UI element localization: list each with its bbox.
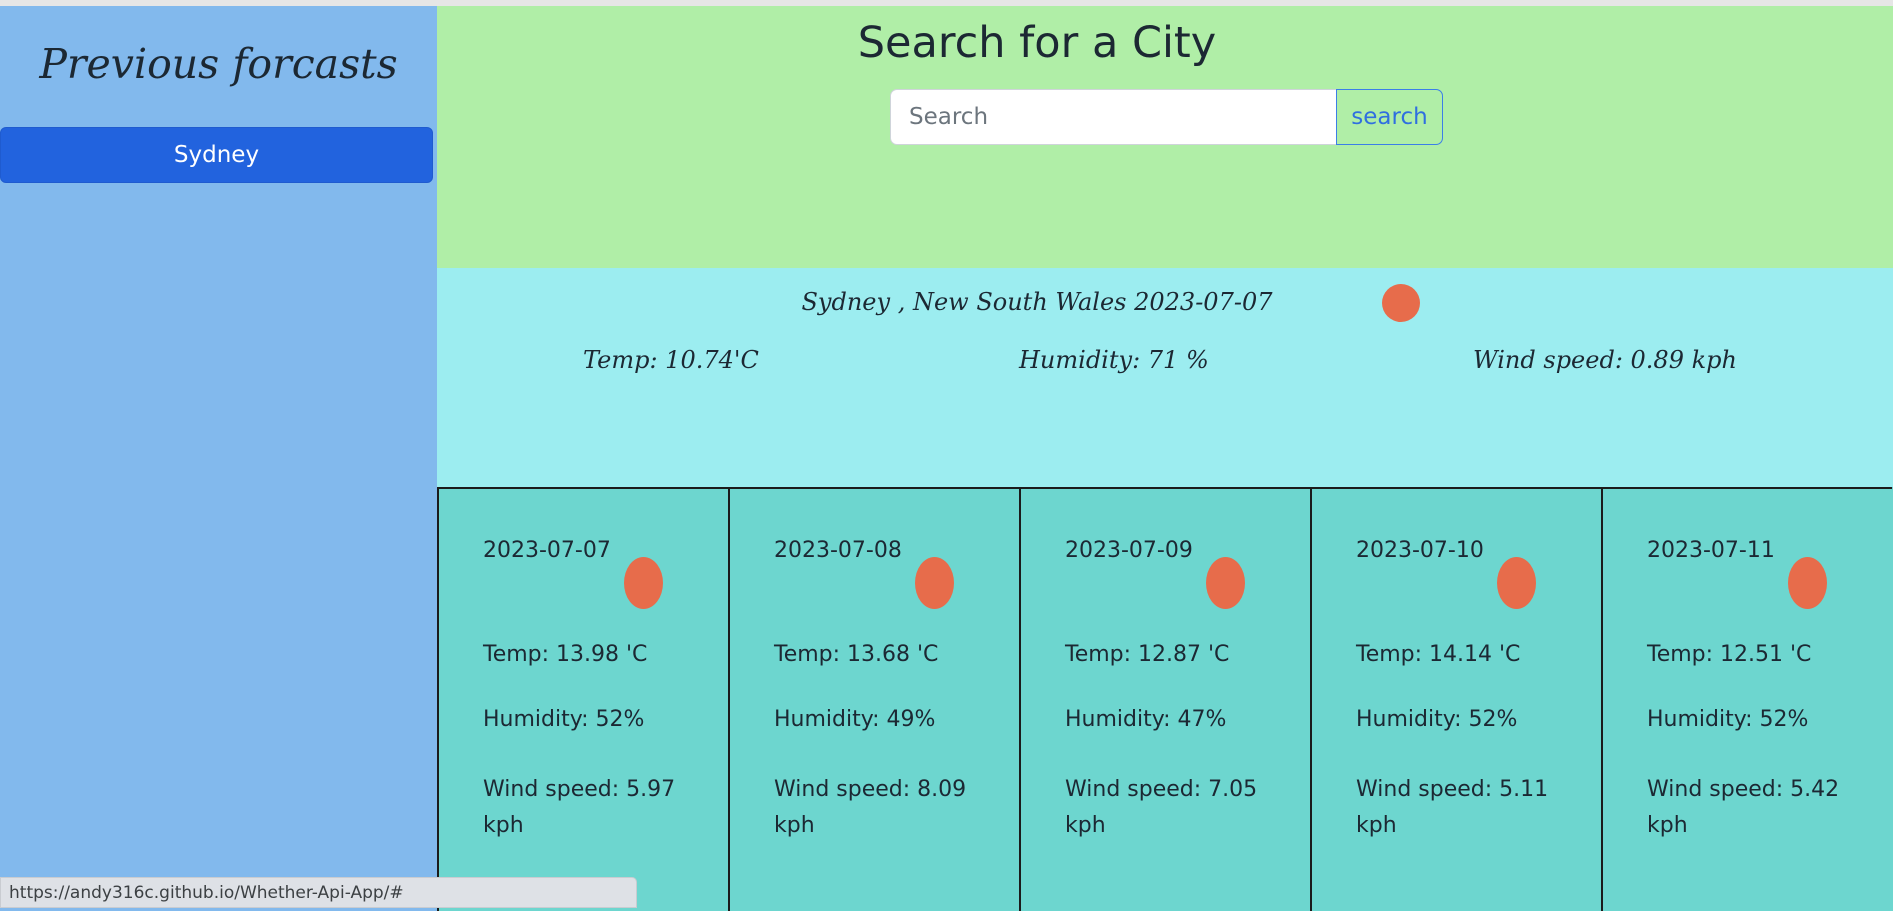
search-button[interactable]: search bbox=[1336, 89, 1443, 145]
forecast-row: 2023-07-07 Temp: 13.98 'C Humidity: 52% … bbox=[437, 487, 1893, 911]
forecast-humidity: Humidity: 47% bbox=[1065, 707, 1227, 732]
forecast-wind: Wind speed: 5.11 kph bbox=[1356, 777, 1549, 838]
forecast-date: 2023-07-08 bbox=[774, 538, 902, 563]
forecast-humidity: Humidity: 52% bbox=[1356, 707, 1518, 732]
current-location-heading: Sydney , New South Wales 2023-07-07 bbox=[801, 288, 1273, 316]
weather-icon bbox=[915, 557, 954, 609]
forecast-temp: Temp: 12.87 'C bbox=[1065, 642, 1230, 667]
sidebar-title: Previous forcasts bbox=[39, 40, 398, 88]
forecast-humidity: Humidity: 52% bbox=[483, 707, 645, 732]
weather-icon bbox=[624, 557, 663, 609]
search-panel: Search for a City search bbox=[437, 6, 1893, 268]
current-weather-panel: Sydney , New South Wales 2023-07-07 Temp… bbox=[437, 268, 1893, 487]
forecast-humidity: Humidity: 52% bbox=[1647, 707, 1809, 732]
forecast-wind: Wind speed: 5.42 kph bbox=[1647, 777, 1840, 838]
forecast-card: 2023-07-07 Temp: 13.98 'C Humidity: 52% … bbox=[437, 487, 728, 911]
current-wind: Wind speed: 0.89 kph bbox=[1473, 346, 1737, 374]
forecast-date: 2023-07-10 bbox=[1356, 538, 1484, 563]
forecast-wind: Wind speed: 7.05 kph bbox=[1065, 777, 1258, 838]
weather-icon bbox=[1206, 557, 1245, 609]
forecast-temp: Temp: 14.14 'C bbox=[1356, 642, 1521, 667]
search-input[interactable] bbox=[890, 89, 1337, 145]
forecast-temp: Temp: 13.68 'C bbox=[774, 642, 939, 667]
current-temp: Temp: 10.74'C bbox=[583, 346, 759, 374]
forecast-date: 2023-07-07 bbox=[483, 538, 611, 563]
forecast-date: 2023-07-09 bbox=[1065, 538, 1193, 563]
forecast-temp: Temp: 13.98 'C bbox=[483, 642, 648, 667]
forecast-wind: Wind speed: 8.09 kph bbox=[774, 777, 967, 838]
forecast-card: 2023-07-10 Temp: 14.14 'C Humidity: 52% … bbox=[1310, 487, 1601, 911]
window-top-strip bbox=[0, 0, 1893, 6]
current-humidity: Humidity: 71 % bbox=[1019, 346, 1209, 374]
forecast-temp: Temp: 12.51 'C bbox=[1647, 642, 1812, 667]
history-button-sydney[interactable]: Sydney bbox=[0, 127, 433, 183]
weather-icon bbox=[1788, 557, 1827, 609]
forecast-card: 2023-07-11 Temp: 12.51 'C Humidity: 52% … bbox=[1601, 487, 1892, 911]
forecast-card: 2023-07-09 Temp: 12.87 'C Humidity: 47% … bbox=[1019, 487, 1310, 911]
weather-icon bbox=[1382, 284, 1420, 322]
weather-icon bbox=[1497, 557, 1536, 609]
sidebar: Previous forcasts Sydney bbox=[0, 6, 437, 911]
forecast-card: 2023-07-08 Temp: 13.68 'C Humidity: 49% … bbox=[728, 487, 1019, 911]
forecast-date: 2023-07-11 bbox=[1647, 538, 1775, 563]
search-title: Search for a City bbox=[857, 18, 1217, 68]
forecast-wind: Wind speed: 5.97 kph bbox=[483, 777, 676, 838]
status-bar-url: https://andy316c.github.io/Whether-Api-A… bbox=[0, 877, 637, 908]
forecast-humidity: Humidity: 49% bbox=[774, 707, 936, 732]
